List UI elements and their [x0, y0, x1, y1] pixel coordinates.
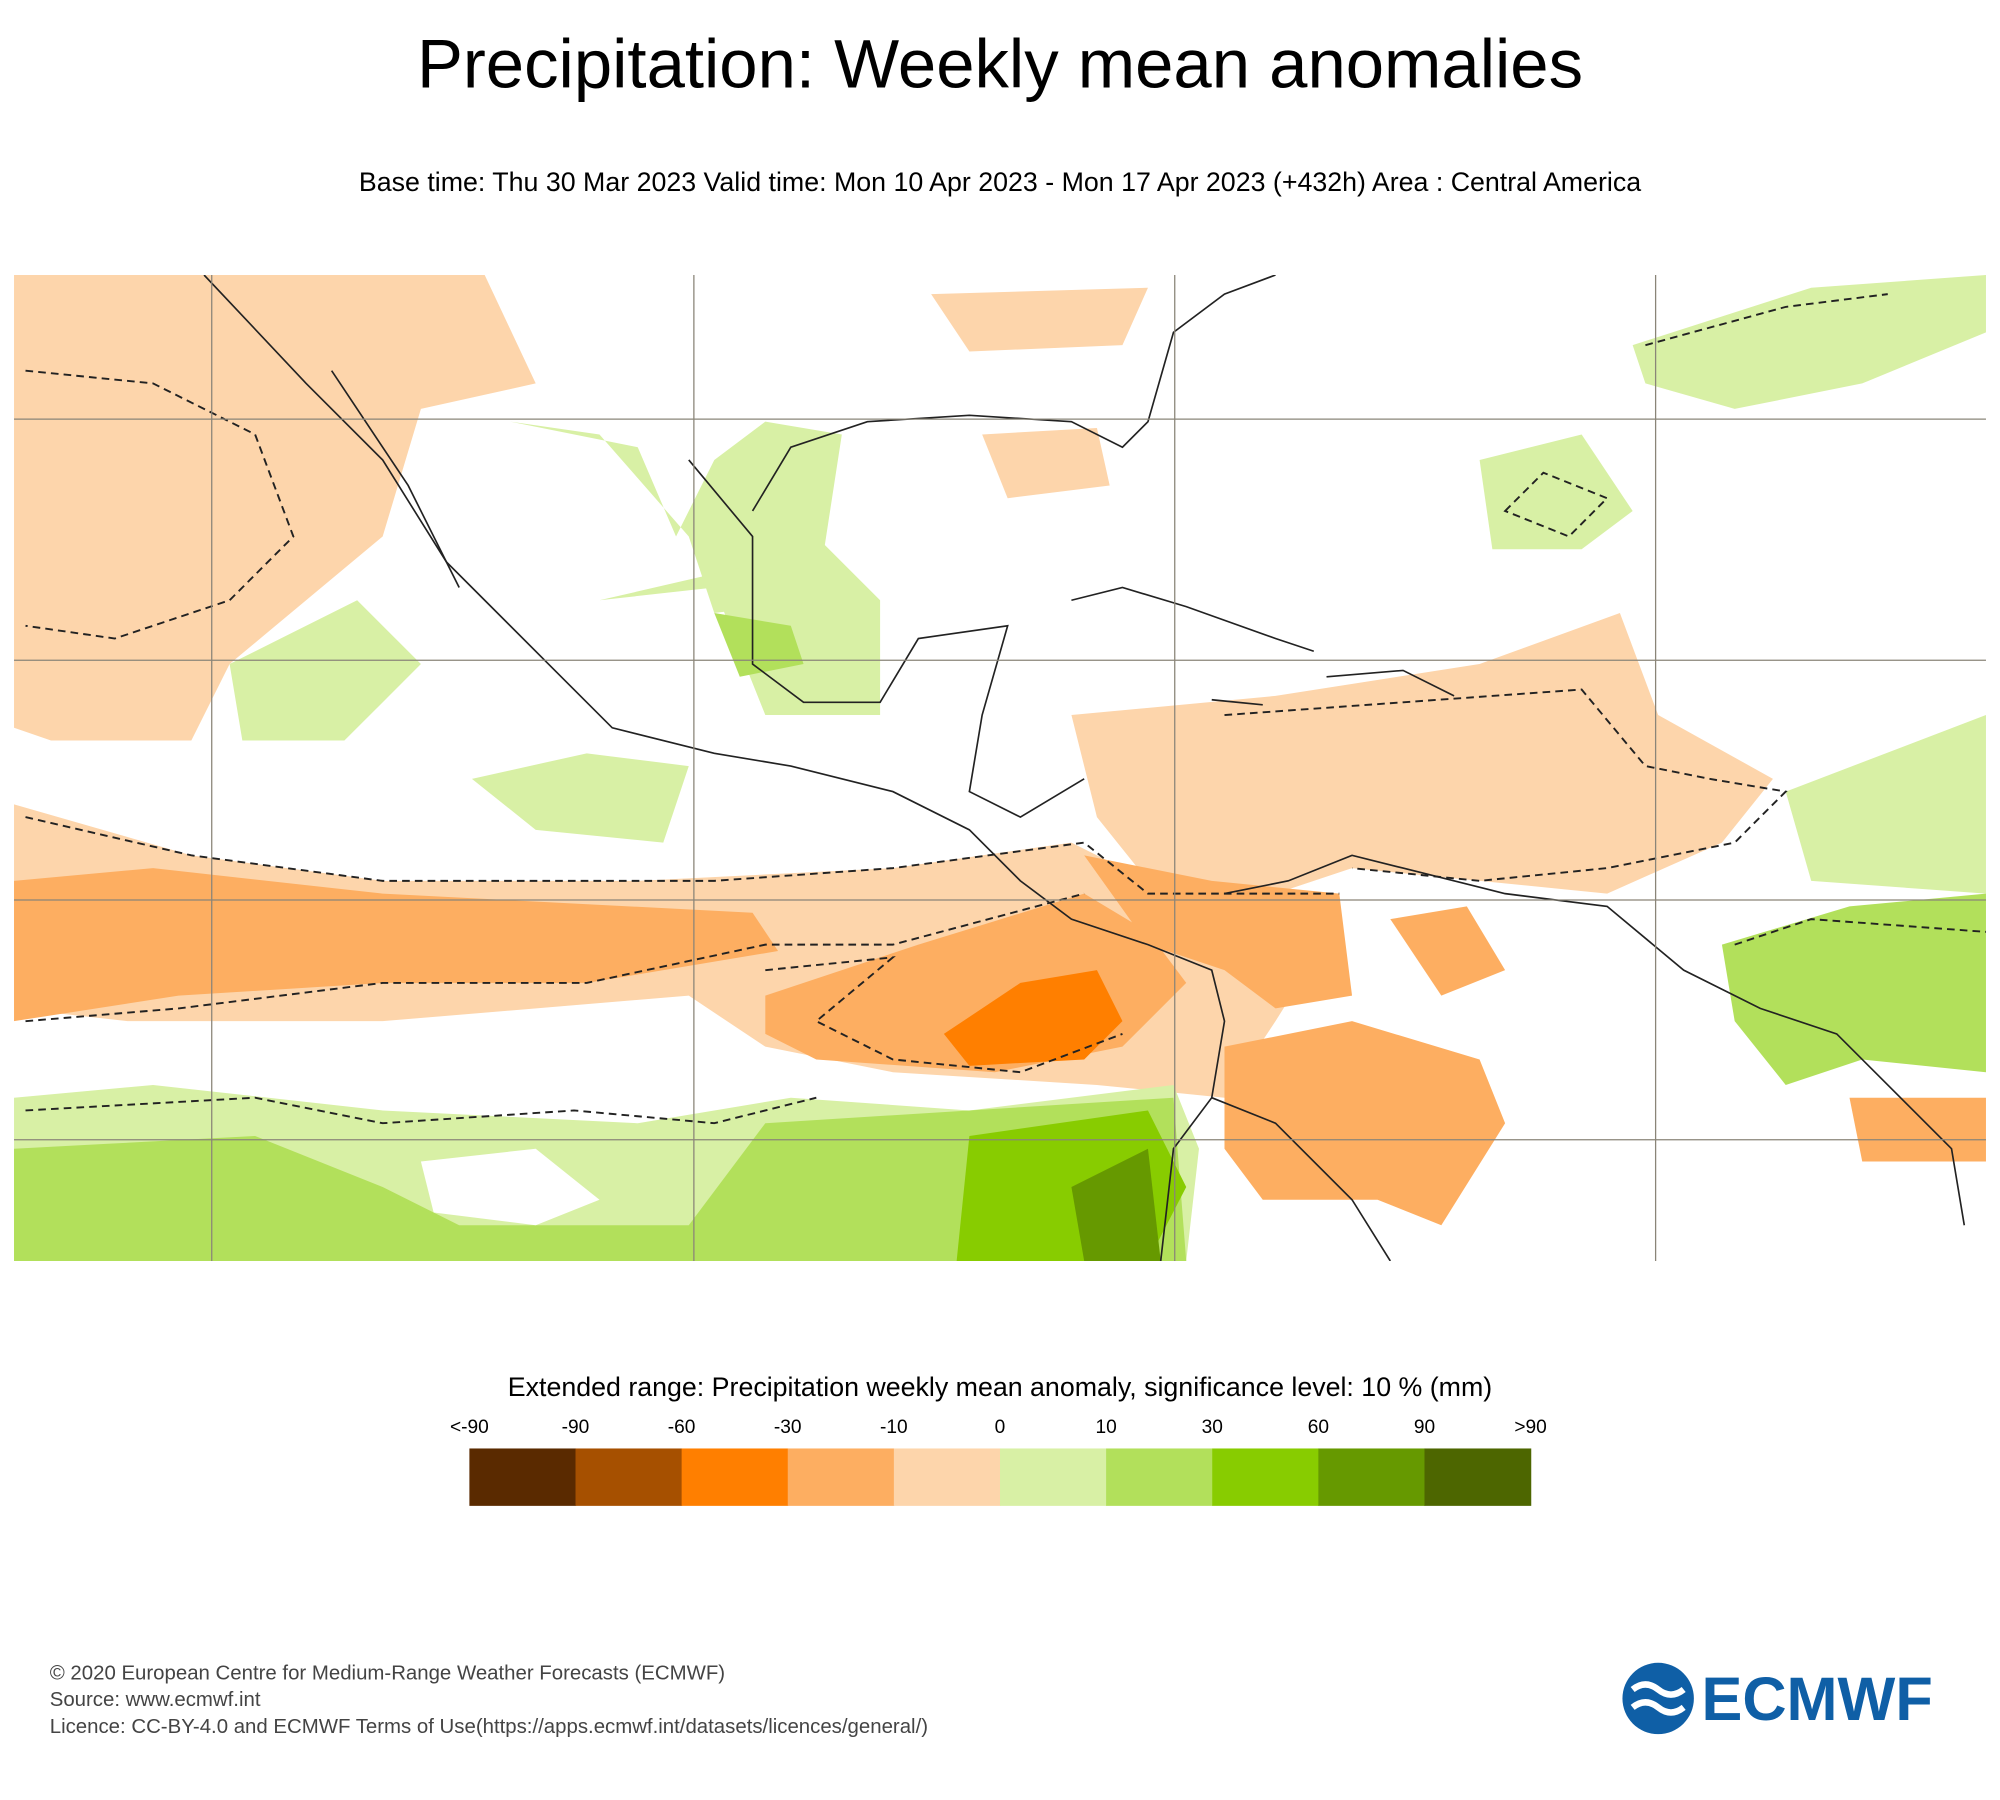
colorbar-label: 0	[995, 1417, 1006, 1438]
legend-title: Extended range: Precipitation weekly mea…	[508, 1372, 1492, 1402]
logo: ECMWF	[1622, 1662, 1933, 1735]
colorbar-label: <-90	[450, 1417, 489, 1438]
color-swatch	[1106, 1448, 1213, 1506]
color-swatch	[893, 1448, 1001, 1506]
color-swatch	[1000, 1448, 1107, 1506]
colorbar-label: -30	[774, 1417, 802, 1438]
colorbar: <-90 -90 -60 -30 -10 0 10 30 60 90 >90	[450, 1417, 1547, 1506]
map	[14, 275, 1986, 1261]
logo-text: ECMWF	[1702, 1665, 1933, 1733]
colorbar-label: -10	[880, 1417, 908, 1438]
colorbar-label: >90	[1514, 1417, 1546, 1438]
color-swatch	[1212, 1448, 1320, 1506]
color-swatch	[1318, 1448, 1426, 1506]
footer-line: © 2020 European Centre for Medium-Range …	[50, 1662, 725, 1684]
footer-line: Source: www.ecmwf.int	[50, 1689, 261, 1711]
subtitle: Base time: Thu 30 Mar 2023 Valid time: M…	[359, 167, 1641, 197]
colorbar-label: -90	[562, 1417, 590, 1438]
color-swatch	[575, 1448, 683, 1506]
color-swatch	[1424, 1448, 1532, 1506]
colorbar-label: -60	[668, 1417, 696, 1438]
colorbar-label: 10	[1095, 1417, 1116, 1438]
title: Precipitation: Weekly mean anomalies	[417, 26, 1583, 103]
footer-line: Licence: CC-BY-4.0 and ECMWF Terms of Us…	[50, 1716, 928, 1738]
color-swatch	[787, 1448, 895, 1506]
color-swatch	[681, 1448, 789, 1506]
colorbar-label: 90	[1414, 1417, 1435, 1438]
colorbar-label: 30	[1202, 1417, 1223, 1438]
colorbar-label: 60	[1308, 1417, 1329, 1438]
color-swatch	[469, 1448, 577, 1506]
